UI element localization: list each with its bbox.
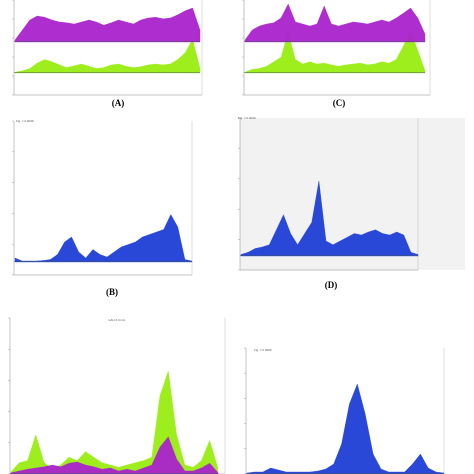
header-f: Fig. = 0.0000 xyxy=(254,348,272,352)
panel-label-c: (C) xyxy=(332,98,346,108)
header-d: Fig. = 0.9049 xyxy=(238,116,256,120)
header-b: Fig. = 0.9049 xyxy=(16,119,34,123)
panel-f-series-blue xyxy=(246,383,445,474)
panel-a-series-green xyxy=(14,38,201,74)
panel-label-d: (D) xyxy=(324,280,338,290)
panel-e-series-purple xyxy=(10,436,219,474)
panel-b-series-blue xyxy=(14,214,193,263)
panel-d-series-blue xyxy=(240,180,419,257)
panel-a-series-purple xyxy=(14,7,201,43)
header-e: mAU 0.0 min xyxy=(108,318,126,322)
panel-e-series-green xyxy=(10,370,219,474)
panel-label-a: (A) xyxy=(111,98,125,108)
panel-c-series-purple xyxy=(244,3,426,43)
panel-label-b: (B) xyxy=(106,287,118,297)
